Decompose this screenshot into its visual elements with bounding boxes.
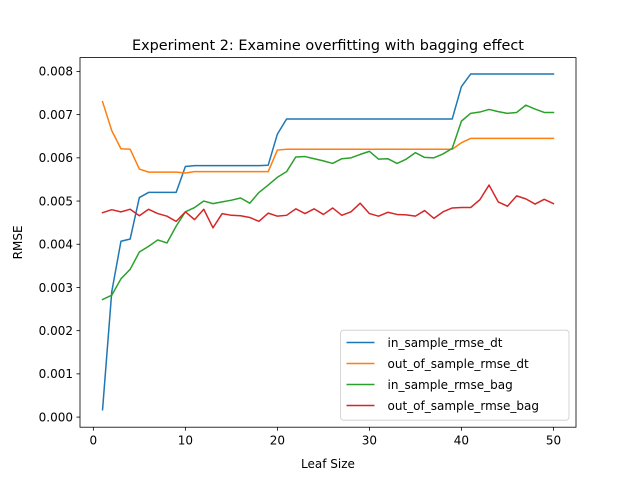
- x-tick-label: 50: [546, 434, 561, 448]
- legend-frame: [340, 329, 570, 421]
- y-tick-label: 0.005: [39, 194, 73, 208]
- y-axis-label: RMSE: [11, 225, 25, 259]
- plot-frame: [79, 57, 577, 428]
- legend-label-in_sample_rmse_dt: in_sample_rmse_dt: [388, 336, 503, 350]
- x-axis-ticks: 0 10 20 30 40 50: [90, 427, 561, 448]
- legend-label-out_of_sample_rmse_dt: out_of_sample_rmse_dt: [388, 357, 530, 371]
- y-tick-label: 0.001: [39, 367, 73, 381]
- x-axis-label: Leaf Size: [301, 457, 355, 471]
- series-line-out_of_sample_rmse_dt: [101, 100, 555, 174]
- legend: in_sample_rmse_dt out_of_sample_rmse_dtin…: [340, 329, 570, 421]
- y-tick-label: 0.004: [39, 238, 73, 252]
- series-line-out_of_sample_rmse_bag: [101, 184, 555, 229]
- legend-label-out_of_sample_rmse_bag: out_of_sample_rmse_bag: [388, 399, 539, 413]
- y-axis-ticks: 0.000 0.001 0.002 0.003 0.004 0.005 0.006 0.007…: [39, 65, 80, 424]
- y-tick-label: 0.007: [39, 108, 73, 122]
- legend-label-in_sample_rmse_bag: in_sample_rmse_bag: [388, 378, 513, 392]
- y-tick-label: 0.003: [39, 281, 73, 295]
- x-tick-label: 10: [178, 434, 193, 448]
- series-line-in_sample_rmse_dt: [101, 73, 555, 411]
- y-tick-label: 0.000: [39, 410, 73, 424]
- x-tick-label: 30: [362, 434, 377, 448]
- x-tick-label: 20: [270, 434, 285, 448]
- chart-title: Experiment 2: Examine overfitting with b…: [132, 38, 524, 54]
- y-tick-label: 0.006: [39, 151, 73, 165]
- series-layer: [101, 73, 555, 411]
- y-tick-label: 0.008: [39, 65, 73, 79]
- series-line-in_sample_rmse_bag: [101, 104, 555, 301]
- x-tick-label: 0: [90, 434, 98, 448]
- y-tick-label: 0.002: [39, 324, 73, 338]
- axes-layer: [79, 57, 577, 428]
- x-tick-label: 40: [454, 434, 469, 448]
